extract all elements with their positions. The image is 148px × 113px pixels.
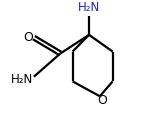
Text: O: O [97,94,107,107]
Text: H₂N: H₂N [11,73,33,86]
Text: H₂N: H₂N [78,1,100,14]
Text: O: O [23,31,33,44]
